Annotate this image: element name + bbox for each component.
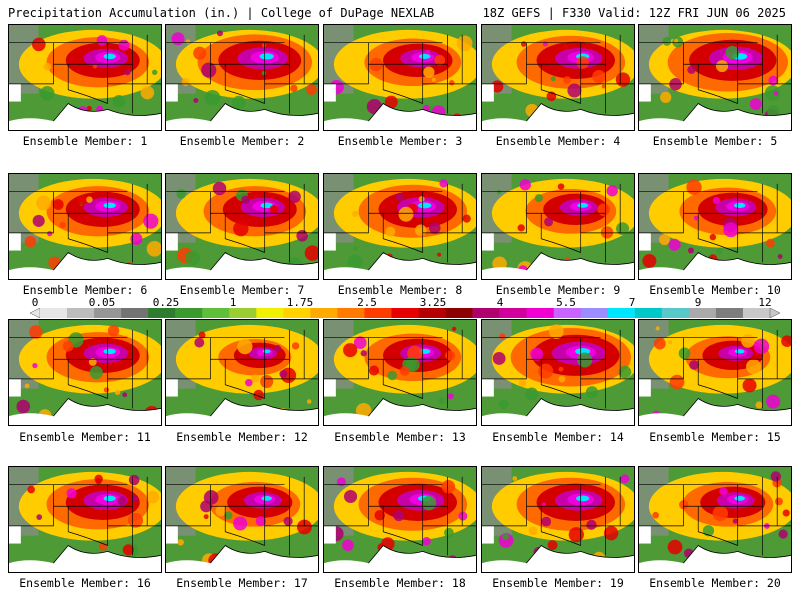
- member-map-8: [323, 173, 477, 280]
- member-label: Ensemble Member: 5: [652, 134, 778, 148]
- legend-swatch: [634, 308, 663, 318]
- legend-tick-label: 0: [31, 296, 39, 309]
- member-map-3: [323, 24, 477, 131]
- legend-tick-label: 7: [628, 296, 636, 309]
- member-label: Ensemble Member: 1: [22, 134, 148, 148]
- legend-swatch: [229, 308, 257, 318]
- member-label: Ensemble Member: 20: [649, 576, 781, 590]
- legend-tick-label: 4: [496, 296, 504, 309]
- legend-tick-label: 0.25: [152, 296, 180, 309]
- legend-swatch: [121, 308, 149, 318]
- precip-color-legend: [30, 308, 780, 318]
- legend-tick-label: 1.75: [286, 296, 314, 309]
- legend-tick-label: 5.5: [556, 296, 576, 309]
- legend-swatch: [418, 308, 446, 318]
- legend-swatch: [310, 308, 338, 318]
- legend-swatch: [283, 308, 311, 318]
- legend-swatch: [175, 308, 203, 318]
- member-map-14: [481, 319, 635, 426]
- legend-tick-label: 2.5: [357, 296, 377, 309]
- member-label: Ensemble Member: 18: [334, 576, 466, 590]
- map-title: Precipitation Accumulation (in.) | Colle…: [8, 6, 435, 20]
- member-map-11: [8, 319, 162, 426]
- member-map-19: [481, 466, 635, 573]
- legend-tick-label: 1: [229, 296, 237, 309]
- legend-arrow-right: [769, 308, 780, 318]
- member-map-13: [323, 319, 477, 426]
- legend-swatch: [661, 308, 690, 318]
- member-label: Ensemble Member: 11: [19, 430, 151, 444]
- legend-swatch: [580, 308, 609, 318]
- legend-tick-label: 0.05: [88, 296, 116, 309]
- member-label: Ensemble Member: 12: [176, 430, 308, 444]
- legend-swatch: [715, 308, 744, 318]
- legend-tick-label: 9: [694, 296, 702, 309]
- member-label: Ensemble Member: 3: [337, 134, 463, 148]
- legend-swatch: [445, 308, 473, 318]
- member-label: Ensemble Member: 19: [492, 576, 624, 590]
- member-label: Ensemble Member: 9: [495, 283, 621, 297]
- legend-swatch: [256, 308, 284, 318]
- legend-swatch: [742, 308, 771, 318]
- member-map-1: [8, 24, 162, 131]
- legend-swatch: [499, 308, 527, 318]
- legend-swatch: [40, 308, 68, 318]
- member-map-4: [481, 24, 635, 131]
- member-map-10: [638, 173, 792, 280]
- legend-swatch: [337, 308, 365, 318]
- legend-swatch: [148, 308, 176, 318]
- member-label: Ensemble Member: 8: [337, 283, 463, 297]
- member-map-20: [638, 466, 792, 573]
- legend-swatch: [391, 308, 419, 318]
- legend-swatch: [607, 308, 636, 318]
- member-label: Ensemble Member: 14: [492, 430, 624, 444]
- member-label: Ensemble Member: 16: [19, 576, 151, 590]
- member-map-7: [165, 173, 319, 280]
- member-map-16: [8, 466, 162, 573]
- member-map-5: [638, 24, 792, 131]
- member-map-6: [8, 173, 162, 280]
- member-label: Ensemble Member: 7: [179, 283, 305, 297]
- legend-swatch: [688, 308, 717, 318]
- member-map-18: [323, 466, 477, 573]
- member-label: Ensemble Member: 13: [334, 430, 466, 444]
- member-label: Ensemble Member: 6: [22, 283, 148, 297]
- legend-swatch: [364, 308, 392, 318]
- legend-swatch: [202, 308, 230, 318]
- valid-time: 18Z GEFS | F330 Valid: 12Z FRI JUN 06 20…: [482, 6, 786, 20]
- member-map-9: [481, 173, 635, 280]
- legend-tick-label: 3.25: [419, 296, 447, 309]
- member-label: Ensemble Member: 2: [179, 134, 305, 148]
- legend-swatch: [553, 308, 582, 318]
- legend-swatch: [67, 308, 95, 318]
- member-label: Ensemble Member: 10: [649, 283, 781, 297]
- legend-swatch: [94, 308, 122, 318]
- member-map-17: [165, 466, 319, 573]
- member-map-12: [165, 319, 319, 426]
- legend-arrow-left: [30, 308, 41, 318]
- member-map-15: [638, 319, 792, 426]
- member-label: Ensemble Member: 17: [176, 576, 308, 590]
- legend-swatch: [472, 308, 500, 318]
- member-label: Ensemble Member: 15: [649, 430, 781, 444]
- legend-tick-label: 12: [758, 296, 772, 309]
- legend-swatch: [526, 308, 555, 318]
- member-label: Ensemble Member: 4: [495, 134, 621, 148]
- member-map-2: [165, 24, 319, 131]
